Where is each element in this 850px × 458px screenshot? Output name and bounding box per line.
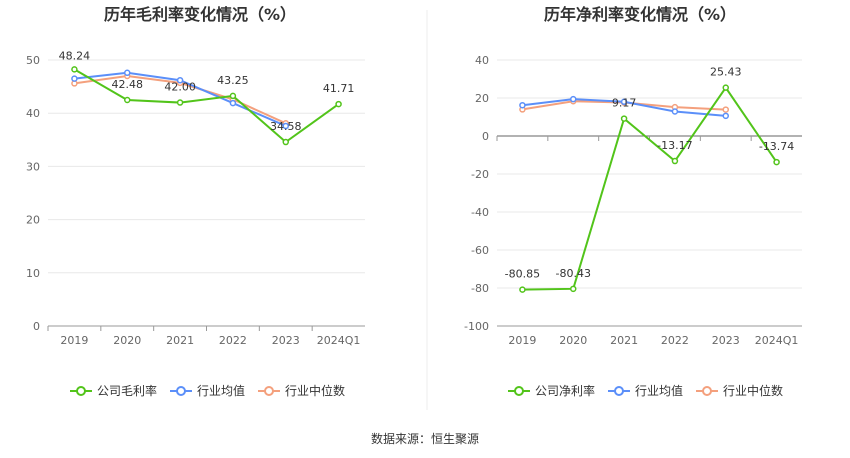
y-tick-label: 40 <box>26 107 40 120</box>
data-point <box>620 115 628 122</box>
data-point <box>282 122 289 130</box>
legend-marker <box>76 386 86 396</box>
data-point <box>519 286 526 293</box>
x-tick-label: 2021 <box>166 334 194 347</box>
x-tick-label: 2019 <box>60 334 88 347</box>
y-tick-label: 0 <box>33 320 40 333</box>
data-label: 48.24 <box>59 49 91 62</box>
data-point <box>124 96 131 104</box>
x-tick-label: 2024Q1 <box>317 334 361 347</box>
y-tick-label: 40 <box>475 54 489 67</box>
data-point <box>773 158 780 166</box>
net-margin-chart: 历年净利率变化情况（%） -100 -80 -60 -40 -20 0 20 40 2019 202… <box>464 5 802 398</box>
data-point <box>229 92 237 100</box>
chart-title: 历年毛利率变化情况（%） <box>104 5 296 24</box>
chart-title: 历年净利率变化情况（%） <box>544 5 736 24</box>
data-label: 34.58 <box>270 120 302 133</box>
legend-label: 公司净利率 <box>535 383 595 398</box>
legend-label: 行业均值 <box>197 383 245 398</box>
y-tick-label: -20 <box>471 168 489 181</box>
data-point <box>722 112 729 120</box>
data-label: 43.25 <box>217 74 249 87</box>
series-line <box>522 85 778 291</box>
legend-marker <box>176 386 186 396</box>
legend-label: 行业中位数 <box>723 383 783 398</box>
data-point <box>71 66 78 73</box>
y-tick-label: -100 <box>464 320 489 333</box>
legend-item[interactable]: 行业中位数 <box>258 383 345 398</box>
data-label: 42.48 <box>112 78 144 91</box>
data-point <box>335 100 342 108</box>
data-point <box>722 84 729 91</box>
y-tick-label: 20 <box>26 214 40 227</box>
data-label: -13.74 <box>759 140 794 153</box>
legend-item[interactable]: 行业中位数 <box>696 383 783 398</box>
data-label: 25.43 <box>710 66 742 79</box>
x-tick-label: 2023 <box>272 334 300 347</box>
data-point <box>176 76 184 84</box>
y-tick-label: 10 <box>26 267 40 280</box>
data-label: -80.43 <box>556 267 591 280</box>
legend-item[interactable]: 行业均值 <box>170 383 245 398</box>
x-tick-label: 2019 <box>508 334 536 347</box>
data-point <box>229 99 237 107</box>
data-point <box>282 138 289 146</box>
y-tick-label: 20 <box>475 92 489 105</box>
data-point <box>71 75 78 82</box>
x-tick-label: 2022 <box>219 334 247 347</box>
x-tick-label: 2021 <box>610 334 638 347</box>
data-point <box>124 69 131 77</box>
y-tick-label: 50 <box>26 54 40 67</box>
x-tick-label: 2023 <box>712 334 740 347</box>
data-source: 数据来源：恒生聚源 <box>371 431 479 446</box>
y-tick-label: -40 <box>471 206 489 219</box>
legend-marker <box>614 386 624 396</box>
data-label: 9.17 <box>612 97 637 110</box>
y-tick-label: 0 <box>482 130 489 143</box>
data-point <box>176 99 184 106</box>
data-point <box>519 101 526 109</box>
y-tick-label: 30 <box>26 160 40 173</box>
legend-item[interactable]: 行业均值 <box>608 383 683 398</box>
legend-marker <box>702 386 712 396</box>
data-point <box>722 106 729 113</box>
legend-label: 行业中位数 <box>285 383 345 398</box>
data-point <box>570 95 577 103</box>
data-label: -80.85 <box>505 268 540 281</box>
data-point <box>570 285 577 293</box>
x-tick-label: 2022 <box>661 334 689 347</box>
y-tick-label: -80 <box>471 282 489 295</box>
data-point <box>620 98 628 106</box>
legend-label: 公司毛利率 <box>97 383 157 398</box>
gross-margin-chart: 历年毛利率变化情况（%） 0 10 20 30 40 50 2019 2020 2021 2022 2… <box>26 5 365 398</box>
y-tick-label: -60 <box>471 244 489 257</box>
legend-label: 行业均值 <box>635 383 683 398</box>
legend-item[interactable]: 公司净利率 <box>508 383 595 398</box>
series-line <box>73 68 340 144</box>
data-label: -13.17 <box>657 139 692 152</box>
x-tick-label: 2020 <box>559 334 587 347</box>
data-label: 41.71 <box>323 82 355 95</box>
legend-marker <box>264 386 274 396</box>
legend-item[interactable]: 公司毛利率 <box>70 383 157 398</box>
x-tick-label: 2024Q1 <box>755 334 799 347</box>
data-point <box>671 108 679 115</box>
data-point <box>671 157 679 165</box>
data-label: 42.00 <box>164 81 196 94</box>
legend-marker <box>514 386 524 396</box>
x-tick-label: 2020 <box>113 334 141 347</box>
